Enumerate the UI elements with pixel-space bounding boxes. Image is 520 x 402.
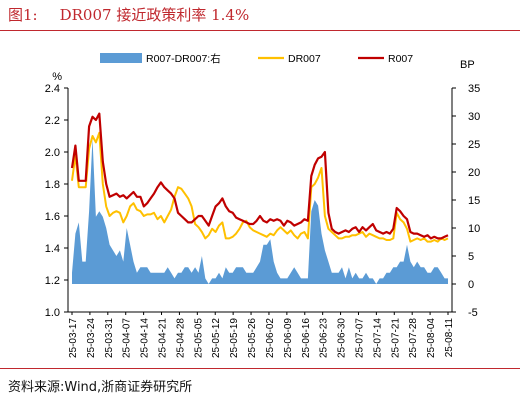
left-tick-label: 2.0 [45,147,60,159]
series-line-r007 [70,112,449,240]
x-tick-label: 25-03-17 [68,318,79,358]
series-line-dr007 [71,131,449,243]
right-tick-label: -5 [468,307,478,319]
legend-label: DR007 [288,53,321,65]
legend-label: R007 [388,53,413,65]
left-tick-label: 1.0 [45,307,60,319]
right-tick-label: 25 [468,139,480,151]
x-tick-label: 25-07-07 [354,318,365,358]
x-tick-label: 25-04-07 [122,318,133,358]
legend-label: R007-DR007:右 [146,52,221,65]
figure-caption: DR007 接近政策利率 1.4% [59,6,250,24]
left-tick-label: 2.2 [45,115,60,127]
x-tick-label: 25-07-14 [372,318,383,358]
x-tick-label: 25-05-05 [193,318,204,358]
x-tick-label: 25-05-26 [247,318,258,358]
x-tick-label: 25-04-21 [158,318,169,358]
legend-swatch-spread [100,53,142,63]
x-tick-label: 25-04-28 [175,318,186,358]
figure-title: 图1: DR007 接近政策利率 1.4% [8,4,249,25]
x-tick-label: 25-06-16 [301,318,312,358]
x-tick-label: 25-04-14 [140,318,151,358]
series-area-spread [72,138,448,284]
x-tick-label: 25-03-24 [86,318,97,358]
x-tick-label: 25-05-12 [211,318,222,358]
x-tick-label: 25-08-11 [444,318,455,358]
right-tick-label: 20 [468,167,480,179]
right-tick-label: 0 [468,279,474,291]
right-axis-unit: BP [460,59,475,71]
left-tick-label: 1.2 [45,275,60,287]
right-tick-label: 5 [468,251,474,263]
x-tick-label: 25-08-04 [426,318,437,358]
left-tick-label: 2.4 [45,83,60,95]
x-tick-label: 25-07-21 [390,318,401,358]
left-tick-label: 1.4 [45,243,60,255]
x-tick-label: 25-07-28 [408,318,419,358]
left-tick-label: 1.6 [45,211,60,223]
left-tick-label: 1.8 [45,179,60,191]
right-tick-label: 10 [468,223,480,235]
source-rule [0,368,520,369]
title-rule [0,30,520,31]
x-tick-label: 25-06-02 [265,318,276,358]
figure-number: 图1: [8,6,38,24]
x-tick-label: 25-03-31 [104,318,115,358]
x-tick-label: 25-06-23 [319,318,330,358]
right-tick-label: 30 [468,111,480,123]
x-tick-label: 25-06-09 [283,318,294,358]
right-tick-label: 35 [468,83,480,95]
right-tick-label: 15 [468,195,480,207]
x-tick-label: 25-05-19 [229,318,240,358]
chart: 1.0 1.2 1.4 1.6 1.8 2.0 2.2 2.4% -5 0 5 10 15 20 25 30 3… [45,52,481,358]
left-axis-unit: % [52,71,62,83]
source-note: 资料来源:Wind,浙商证券研究所 [8,380,193,395]
x-tick-label: 25-06-30 [337,318,348,358]
